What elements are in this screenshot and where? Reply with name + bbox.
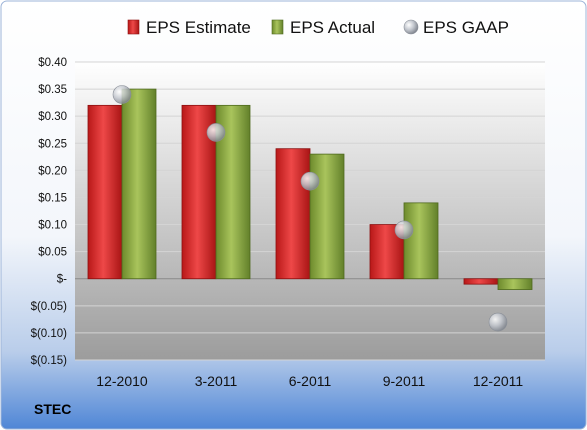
y-axis-ticks: $0.40 $0.35 $0.30 $0.25 $0.20 $0.15 $0.10 $0.05…: [31, 57, 68, 367]
marker-eps-gaap: [206, 123, 226, 142]
x-category-label: 6-2011: [289, 373, 332, 389]
y-tick-label: $0.05: [38, 247, 67, 259]
x-axis-categories: 12-2010 3-2011 6-2011 9-2011 12-2011: [96, 373, 523, 389]
gaap-markers: [112, 85, 508, 332]
x-category-label: 12-2011: [473, 373, 524, 389]
y-tick-label: $(0.05): [31, 301, 68, 313]
legend-label: EPS Estimate: [146, 18, 251, 37]
bar-eps-estimate: [87, 104, 123, 280]
legend-swatch: [127, 19, 140, 35]
bar-eps-estimate: [463, 278, 499, 285]
x-category-label: 12-2010: [96, 373, 148, 389]
marker-eps-gaap: [300, 171, 320, 191]
x-category-label: 3-2011: [195, 373, 238, 389]
bar-eps-actual: [121, 88, 157, 280]
bars: [87, 88, 533, 290]
x-category-label: 9-2011: [383, 373, 426, 389]
marker-eps-gaap: [488, 312, 508, 332]
y-tick-label: $-: [57, 274, 67, 286]
y-tick-label: $0.15: [38, 192, 67, 204]
y-tick-label: $0.10: [38, 220, 67, 232]
bar-eps-actual: [309, 153, 345, 280]
bar-eps-actual: [497, 278, 533, 290]
y-tick-label: $0.40: [38, 57, 67, 69]
y-tick-label: $(0.15): [31, 355, 68, 367]
bar-eps-estimate: [275, 148, 311, 280]
y-tick-label: $0.30: [38, 111, 67, 123]
legend-label: EPS Actual: [290, 18, 375, 37]
y-tick-label: $0.35: [38, 84, 67, 96]
y-tick-label: $0.20: [38, 165, 67, 177]
bar-eps-actual: [403, 202, 439, 280]
ticker-label: STEC: [34, 401, 71, 417]
y-tick-label: $(0.10): [31, 328, 68, 340]
legend-swatch: [271, 19, 284, 35]
marker-eps-gaap: [112, 85, 132, 104]
marker-eps-gaap: [394, 220, 414, 240]
legend-swatch: [403, 19, 419, 35]
legend-label: EPS GAAP: [423, 18, 509, 37]
legend: EPS Estimate EPS Actual EPS GAAP: [127, 18, 509, 37]
y-tick-label: $0.25: [38, 138, 67, 150]
